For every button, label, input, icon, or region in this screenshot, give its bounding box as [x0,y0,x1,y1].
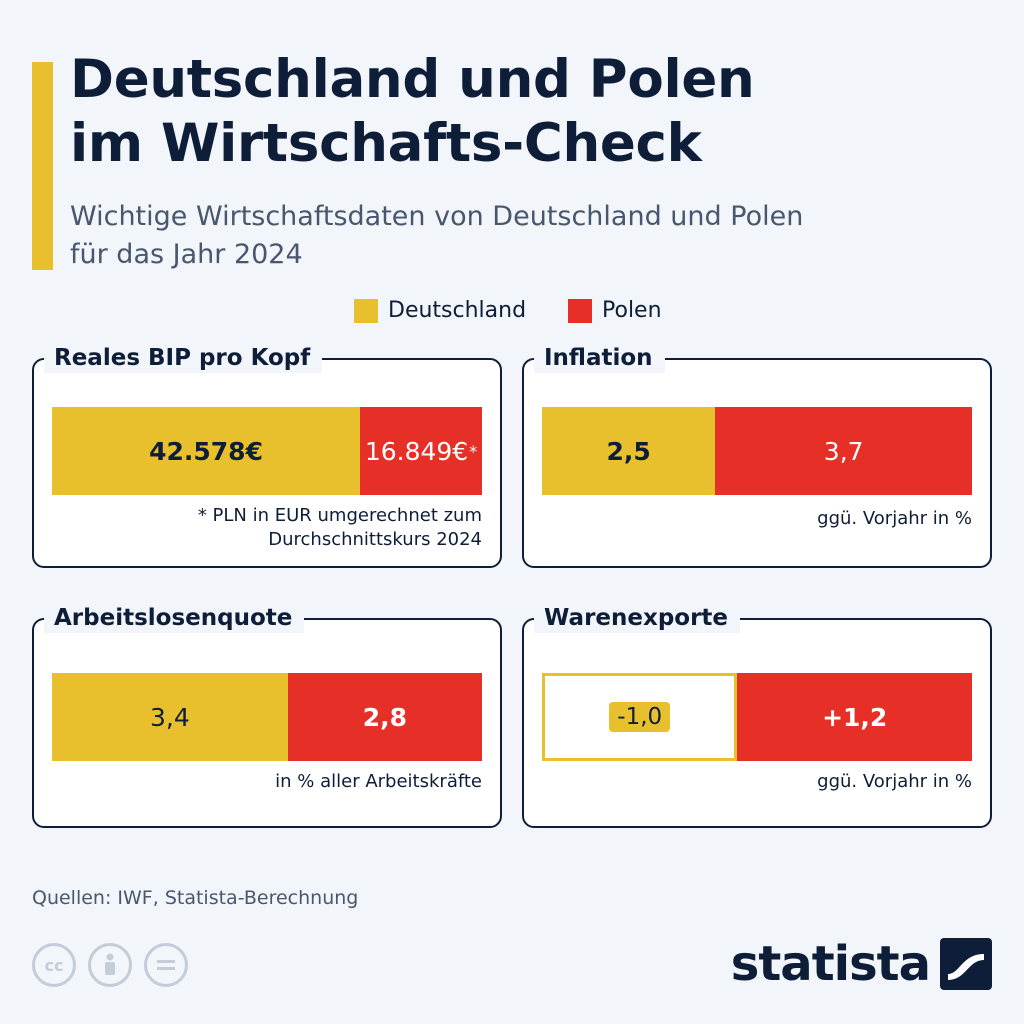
title-line-2: im Wirtschafts-Check [70,113,702,174]
panel-inflation: Inflation 2,5 3,7 ggü. Vorjahr in % [522,343,992,568]
panel-bip: Reales BIP pro Kopf 42.578€ 16.849€ * * P… [32,343,502,568]
statista-mark-icon [940,938,992,990]
data-label-bip-polen: 16.849€ [364,436,469,466]
panel-title-warenexporte: Warenexporte [534,603,741,633]
data-label-bip-deutschland: 42.578€ [149,436,263,466]
page-title: Deutschland und Polen im Wirtschafts-Che… [70,48,990,176]
data-label-warenexporte-polen: +1,2 [822,702,888,732]
note-arbeitslosenquote-line-1: in % aller Arbeitskräfte [275,771,482,792]
note-bip-line-2: Durchschnittskurs 2024 [268,529,482,550]
bar-segment-bip-polen: 16.849€ * [360,407,482,495]
data-label-arbeitslosenquote-deutschland: 3,4 [150,702,190,732]
attribution-person-icon [105,953,115,975]
note-bip-line-1: * PLN in EUR umgerechnet zum [197,505,482,526]
panel-arbeitslosenquote: Arbeitslosenquote 3,4 2,8 in % aller Arb… [32,603,502,828]
footnote-marker: * [469,441,478,461]
note-warenexporte-line-1: ggü. Vorjahr in % [817,771,972,792]
statista-logo[interactable]: statista [731,936,992,992]
note-inflation: ggü. Vorjahr in % [817,507,972,531]
subtitle-line-1: Wichtige Wirtschaftsdaten von Deutschlan… [70,201,804,232]
bar-segment-warenexporte-deutschland: -1,0 [542,673,738,761]
bar-segment-arbeitslosenquote-deutschland: 3,4 [52,673,288,761]
note-inflation-line-1: ggü. Vorjahr in % [817,508,972,529]
cc-icon[interactable]: cc [32,943,76,987]
data-label-inflation-polen: 3,7 [823,436,864,466]
legend-item-polen: Polen [568,298,662,323]
bar-inflation: 2,5 3,7 [542,407,972,495]
no-derivatives-icon[interactable] [144,943,188,987]
subtitle-line-2: für das Jahr 2024 [70,239,303,270]
attribution-icon[interactable] [88,943,132,987]
title-accent-bar [32,62,53,270]
legend: Deutschland Polen [0,298,1024,332]
note-arbeitslosenquote: in % aller Arbeitskräfte [275,770,482,794]
bar-segment-inflation-deutschland: 2,5 [542,407,716,495]
data-label-inflation-deutschland: 2,5 [606,436,651,466]
bar-warenexporte: -1,0 +1,2 [542,673,972,761]
legend-swatch-polen [568,298,592,323]
bar-bip: 42.578€ 16.849€ * [52,407,482,495]
legend-label-polen: Polen [602,298,662,323]
bar-segment-bip-deutschland: 42.578€ [52,407,361,495]
panel-title-arbeitslosenquote: Arbeitslosenquote [44,603,305,633]
legend-label-deutschland: Deutschland [388,298,527,323]
legend-swatch-deutschland [354,298,378,323]
source-note: Quellen: IWF, Statista-Berechnung [32,887,359,909]
page-subtitle: Wichtige Wirtschaftsdaten von Deutschlan… [70,198,990,274]
data-label-arbeitslosenquote-polen: 2,8 [362,702,408,732]
bar-segment-warenexporte-polen: +1,2 [737,673,972,761]
bar-segment-arbeitslosenquote-polen: 2,8 [287,673,482,761]
panel-warenexporte: Warenexporte -1,0 +1,2 ggü. Vorjahr in % [522,603,992,828]
bar-segment-inflation-polen: 3,7 [715,407,972,495]
data-label-warenexporte-deutschland: -1,0 [609,702,671,732]
note-warenexporte: ggü. Vorjahr in % [817,770,972,794]
title-line-1: Deutschland und Polen [70,49,755,110]
bar-arbeitslosenquote: 3,4 2,8 [52,673,482,761]
panel-title-bip: Reales BIP pro Kopf [44,343,323,373]
legend-item-deutschland: Deutschland [354,298,526,323]
brand-wordmark: statista [730,936,931,992]
equals-sign-icon [157,960,175,970]
license-icons: cc [32,943,188,987]
note-bip: * PLN in EUR umgerechnet zum Durchschnit… [198,504,482,552]
panel-title-inflation: Inflation [534,343,665,373]
